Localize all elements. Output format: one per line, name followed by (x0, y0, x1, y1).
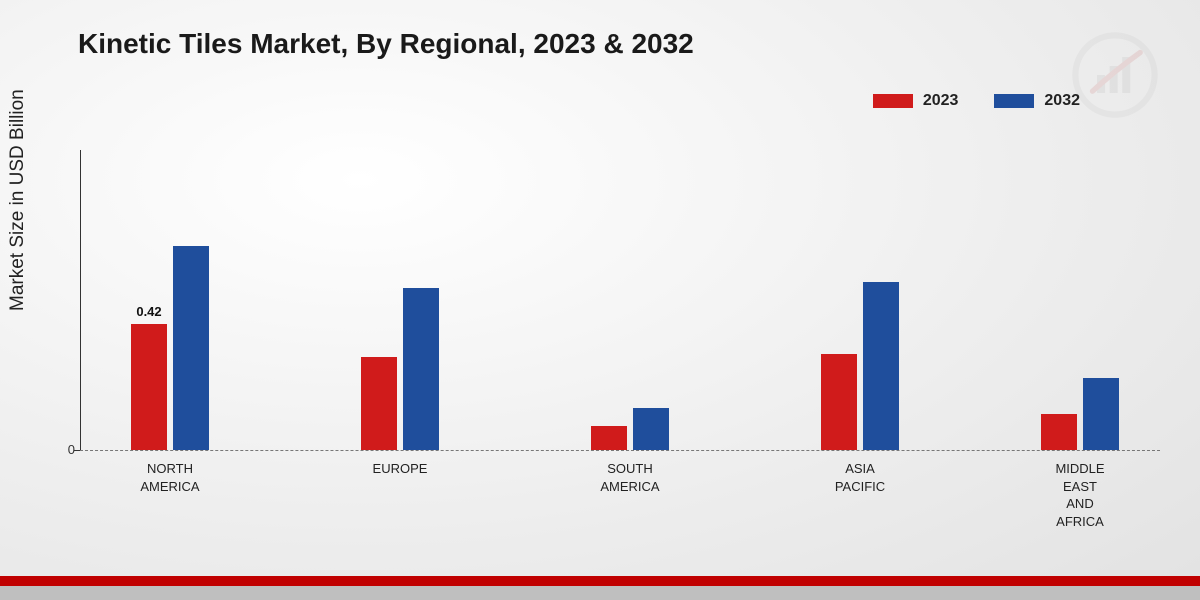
bar-group: 0.42 (110, 246, 230, 450)
bar (821, 354, 857, 450)
y-tick-label: 0 (50, 442, 75, 457)
legend-swatch-2032 (994, 94, 1034, 108)
bar (591, 426, 627, 450)
legend-swatch-2023 (873, 94, 913, 108)
x-tick-label: NORTHAMERICA (100, 460, 240, 495)
bar (361, 357, 397, 450)
bar (173, 246, 209, 450)
x-tick-label: ASIAPACIFIC (790, 460, 930, 495)
footer-bar (0, 586, 1200, 600)
x-tick-label: SOUTHAMERICA (560, 460, 700, 495)
bar (403, 288, 439, 450)
watermark-logo (1070, 30, 1160, 120)
y-axis-label: Market Size in USD Billion (7, 89, 29, 311)
legend-item-2023: 2023 (873, 92, 959, 110)
bar (1041, 414, 1077, 450)
legend: 2023 2032 (873, 92, 1080, 110)
legend-label-2023: 2023 (923, 92, 959, 110)
bar (633, 408, 669, 450)
footer-accent-bar (0, 576, 1200, 586)
bar (1083, 378, 1119, 450)
baseline (80, 450, 1160, 451)
chart-plot-area: 00.42NORTHAMERICAEUROPESOUTHAMERICAASIAP… (80, 150, 1160, 450)
bar-group (1020, 378, 1140, 450)
y-axis-line (80, 150, 81, 450)
chart-title: Kinetic Tiles Market, By Regional, 2023 … (78, 28, 694, 60)
bar-group (340, 288, 460, 450)
bar: 0.42 (131, 324, 167, 450)
bar-value-label: 0.42 (136, 304, 161, 319)
legend-item-2032: 2032 (994, 92, 1080, 110)
x-tick-label: EUROPE (330, 460, 470, 478)
legend-label-2032: 2032 (1044, 92, 1080, 110)
bar-group (800, 282, 920, 450)
y-tick-mark (74, 450, 80, 451)
bar-group (570, 408, 690, 450)
x-tick-label: MIDDLEEASTANDAFRICA (1010, 460, 1150, 530)
bar (863, 282, 899, 450)
